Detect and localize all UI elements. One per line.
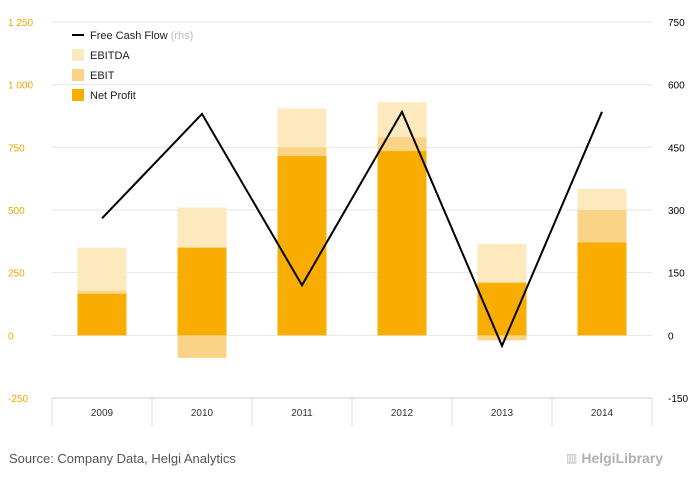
left-axis-tick-label: 1 000	[8, 81, 33, 92]
right-axis-tick-label: 0	[668, 331, 674, 342]
x-axis-tick-label: 2014	[591, 408, 614, 419]
bar-net-profit	[277, 156, 327, 336]
x-axis-tick-label: 2009	[91, 408, 114, 419]
fcf-line	[101, 109, 603, 349]
brand-logo: ▥ HelgiLibrary	[566, 450, 663, 466]
source-note: Source: Company Data, Helgi Analytics	[9, 451, 236, 466]
bar-net-profit	[377, 151, 427, 336]
brand-name: HelgiLibrary	[581, 450, 664, 466]
bar-net-profit	[177, 247, 227, 336]
bar-ebit	[177, 335, 227, 358]
right-axis-tick-label: 300	[668, 206, 685, 217]
bar-net-profit	[577, 242, 627, 336]
legend-label: Free Cash Flow (rhs)	[90, 30, 193, 42]
left-axis-tick-label: 750	[8, 143, 25, 154]
x-axis-tick-label: 2010	[191, 408, 214, 419]
legend-label: Net Profit	[90, 90, 136, 102]
legend-net-profit-swatch	[72, 89, 84, 101]
x-axis-tick-label: 2013	[491, 408, 514, 419]
left-axis-tick-label: 0	[8, 331, 14, 342]
left-axis-tick-label: 500	[8, 206, 25, 217]
right-axis-tick-label: 600	[668, 81, 685, 92]
bar-net-profit	[477, 282, 527, 336]
right-axis-tick-label: 750	[668, 18, 685, 29]
x-axis-tick-label: 2011	[291, 408, 313, 419]
legend-label: EBIT	[90, 70, 115, 82]
left-axis-tick-label: 250	[8, 269, 25, 280]
right-axis-tick-label: -150	[668, 394, 688, 405]
left-axis-tick-label: -250	[8, 394, 28, 405]
bar-ebit	[477, 335, 527, 341]
x-axis-tick-label: 2012	[391, 408, 414, 419]
bar-net-profit	[77, 293, 127, 336]
legend-ebit-swatch	[72, 69, 84, 81]
left-axis-tick-label: 1 250	[8, 18, 33, 29]
right-axis-tick-label: 450	[668, 143, 685, 154]
right-axis-tick-label: 150	[668, 269, 685, 280]
legend-ebitda-swatch	[72, 49, 84, 61]
legend-label: EBITDA	[90, 50, 130, 62]
legend-rhs-note: (rhs)	[168, 30, 194, 42]
library-icon: ▥	[566, 451, 578, 465]
